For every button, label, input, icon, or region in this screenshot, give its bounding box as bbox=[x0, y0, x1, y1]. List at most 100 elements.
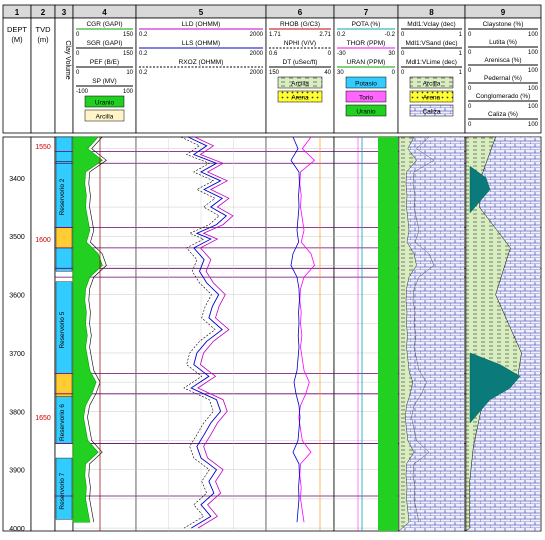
curve-name: Claystone (%) bbox=[483, 21, 524, 28]
fill-legend-label: Arena bbox=[291, 95, 309, 102]
vclay-fill bbox=[398, 136, 417, 532]
curve-name: RHOB (G/C3) bbox=[280, 21, 320, 28]
fill-legend-label: Potasio bbox=[355, 81, 377, 88]
zone-label: Reservorio 2 bbox=[59, 178, 66, 215]
curve-scale-min: -30 bbox=[337, 51, 346, 57]
curve-scale-max: 0 bbox=[328, 51, 332, 57]
curve-scale-max: 100 bbox=[528, 122, 539, 128]
curve-scale-max: 10 bbox=[126, 70, 133, 76]
curve-scale-min: 0.2 bbox=[139, 32, 148, 38]
fill-legend-box bbox=[409, 76, 454, 89]
fill-legend-label: Uranio bbox=[95, 100, 115, 107]
curve-name: Arenisca (%) bbox=[484, 57, 521, 64]
curve-scale-min: 0.6 bbox=[269, 51, 278, 57]
fill-legend-label: Torio bbox=[359, 95, 373, 102]
curve-name: POTA (%) bbox=[352, 21, 381, 28]
curve-scale-max: 1 bbox=[459, 70, 463, 76]
curve-scale-max: -0.2 bbox=[385, 32, 396, 38]
curve-scale-min: 0 bbox=[401, 70, 405, 76]
depth-tick-label: 3900 bbox=[9, 468, 25, 475]
curve-scale-min: 0 bbox=[468, 68, 472, 74]
curve-name: LLD (OHMM) bbox=[182, 21, 221, 28]
fill-legend-label: Arcilla bbox=[96, 114, 114, 121]
curve-scale-min: 0 bbox=[468, 50, 472, 56]
curve-scale-max: 30 bbox=[388, 51, 395, 57]
curve-name: Caliza (%) bbox=[488, 111, 518, 118]
fill-legend-label: Caliza bbox=[422, 109, 440, 116]
curve-scale-max: 100 bbox=[528, 104, 539, 110]
curve-scale-min: 0 bbox=[468, 86, 472, 92]
tvd-tick-label: 1650 bbox=[35, 415, 51, 422]
curve-scale-min: 0 bbox=[76, 70, 80, 76]
curve-name: Mdl1:VLime (dec) bbox=[406, 59, 457, 66]
lith-conglomerado-fill bbox=[469, 352, 521, 424]
fill-legend-box bbox=[277, 90, 323, 103]
fill-legend-box bbox=[345, 90, 387, 103]
curve-scale-max: 2000 bbox=[250, 32, 264, 38]
zone-box bbox=[55, 247, 73, 272]
lld-curve bbox=[194, 136, 234, 529]
curve-scale-max: 40 bbox=[324, 70, 331, 76]
depth-tick-label: 3800 bbox=[9, 409, 25, 416]
curve-scale-min: 0 bbox=[468, 122, 472, 128]
curve-scale-max: 1 bbox=[459, 32, 463, 38]
track-header-cell bbox=[265, 17, 335, 134]
curve-scale-min: 0 bbox=[468, 104, 472, 110]
curve-scale-max: 0 bbox=[392, 70, 396, 76]
track-number: 7 bbox=[364, 8, 369, 17]
curve-scale-min: 150 bbox=[269, 70, 280, 76]
lls-curve bbox=[187, 136, 228, 529]
curve-scale-max: 150 bbox=[123, 32, 134, 38]
rhob-curve bbox=[290, 136, 301, 523]
zone-box bbox=[55, 136, 73, 162]
track-number: 9 bbox=[501, 8, 506, 17]
zone-label: Reservorio 7 bbox=[59, 472, 66, 509]
curve-scale-min: 30 bbox=[337, 70, 344, 76]
curve-scale-min: 0.2 bbox=[139, 70, 148, 76]
fill-legend-box bbox=[345, 104, 387, 117]
curve-name: SP (MV) bbox=[92, 78, 116, 85]
depth-tick-label: 3400 bbox=[9, 176, 25, 183]
curve-scale-max: 2000 bbox=[250, 70, 264, 76]
curve-name: DT (uSec/ft) bbox=[283, 59, 318, 66]
curve-scale-min: 0 bbox=[76, 51, 80, 57]
curve-name: SGR (GAPI) bbox=[87, 40, 123, 47]
fill-legend-label: Arcilla bbox=[291, 81, 309, 88]
nphi-curve bbox=[298, 136, 316, 523]
fill-legend-box bbox=[277, 76, 323, 89]
track-header-cell bbox=[2, 17, 32, 134]
curve-scale-max: 100 bbox=[123, 89, 134, 95]
zone-label: Reservorio 6 bbox=[59, 404, 66, 441]
zone-box bbox=[55, 227, 73, 249]
curve-scale-max: 2000 bbox=[250, 51, 264, 57]
curve-scale-max: 100 bbox=[528, 32, 539, 38]
vsand-curve bbox=[399, 136, 435, 523]
track-plot-area bbox=[2, 136, 32, 532]
curve-name: CGR (GAPI) bbox=[86, 21, 122, 28]
tvd-tick-label: 1550 bbox=[35, 144, 51, 151]
curve-scale-max: 2.71 bbox=[319, 32, 331, 38]
zone-box bbox=[55, 457, 73, 520]
fill-legend-label: Arena bbox=[423, 95, 441, 102]
track-number: 8 bbox=[429, 8, 434, 17]
depth-tick-label: 3500 bbox=[9, 234, 25, 241]
track-title: TVD bbox=[36, 25, 52, 34]
curve-scale-min: 0.2 bbox=[337, 32, 346, 38]
curve-scale-min: 0.2 bbox=[139, 51, 148, 57]
track-title: Clay Volume bbox=[64, 40, 71, 79]
curve-scale-max: 100 bbox=[528, 68, 539, 74]
curve-name: LLS (OHMM) bbox=[182, 40, 220, 47]
depth-tick-label: 3700 bbox=[9, 351, 25, 358]
fill-legend-box bbox=[409, 104, 454, 117]
curve-scale-max: 100 bbox=[528, 86, 539, 92]
track-plot-area bbox=[30, 136, 56, 532]
curve-scale-min: -100 bbox=[76, 89, 89, 95]
depth-tick-label: 3600 bbox=[9, 293, 25, 300]
curve-scale-min: 0 bbox=[468, 32, 472, 38]
curve-name: NPHI (V/V) bbox=[284, 40, 316, 47]
track-number: 3 bbox=[62, 8, 67, 17]
curve-name: PEF (B/E) bbox=[90, 59, 119, 66]
track-title: (M) bbox=[11, 35, 23, 44]
track-title: (m) bbox=[37, 35, 49, 44]
